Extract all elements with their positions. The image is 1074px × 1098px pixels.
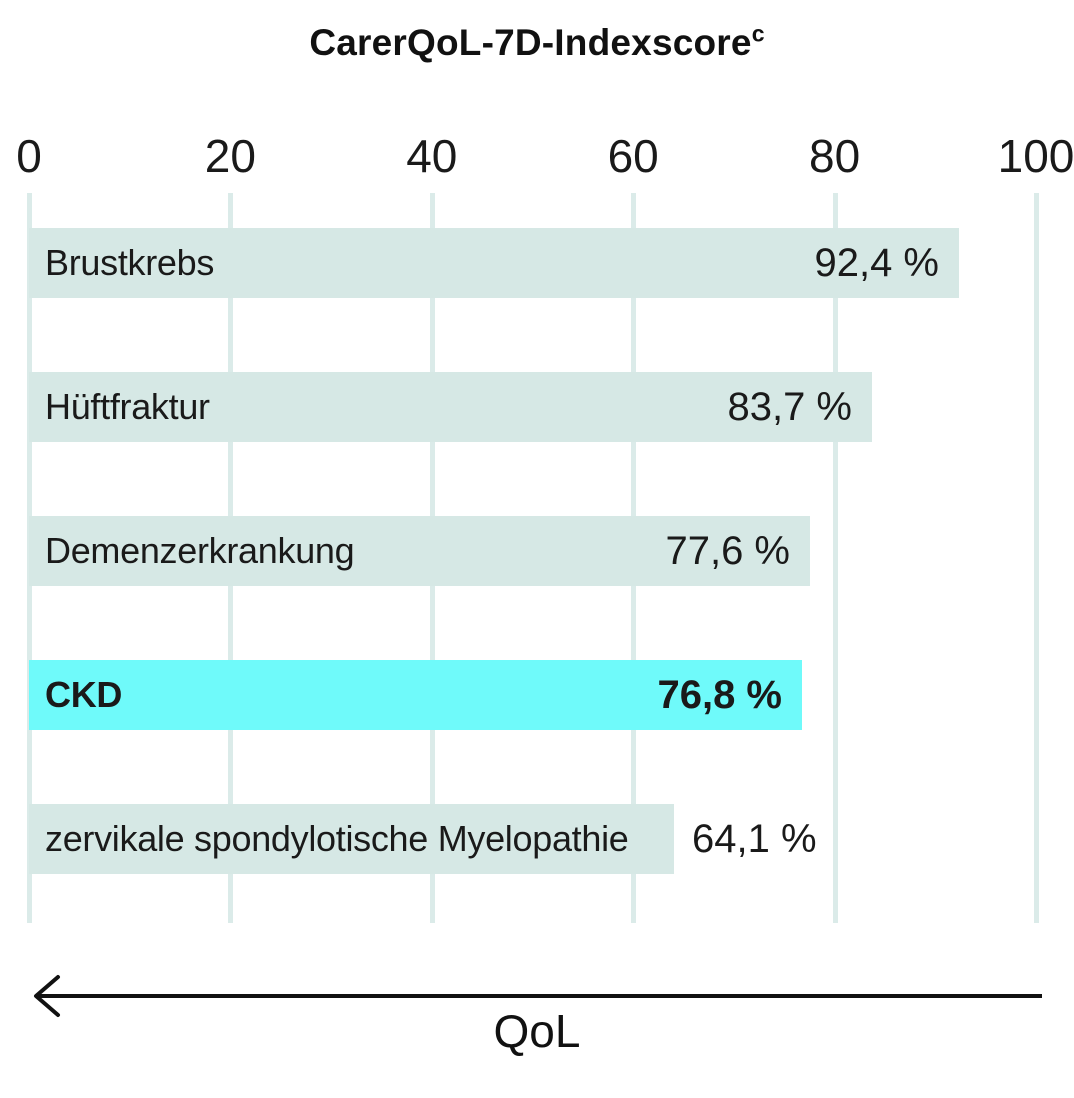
bar-label: Demenzerkrankung bbox=[45, 530, 355, 571]
bar-row: Demenzerkrankung 77,6 % bbox=[29, 516, 810, 586]
arrow-head-icon bbox=[34, 975, 60, 1017]
bar-row: zervikale spondylotische Myelopathie 64,1… bbox=[29, 804, 817, 874]
bar-value: 64,1 % bbox=[692, 817, 817, 861]
bar-label: Hüftfraktur bbox=[45, 386, 210, 427]
bar-row: Hüftfraktur 83,7 % bbox=[29, 372, 872, 442]
x-tick-label: 0 bbox=[16, 130, 42, 182]
chart-title-superscript: c bbox=[751, 20, 765, 47]
bar-row: CKD 76,8 % bbox=[29, 660, 802, 730]
bar-row: Brustkrebs 92,4 % bbox=[29, 228, 959, 298]
x-tick-label: 80 bbox=[809, 130, 861, 182]
bar-label: Brustkrebs bbox=[45, 242, 215, 283]
x-tick-label: 60 bbox=[607, 130, 659, 182]
bar-value: 92,4 % bbox=[814, 241, 939, 285]
bar-value: 83,7 % bbox=[727, 385, 852, 429]
qol-axis-arrow bbox=[34, 975, 1042, 1017]
qol-axis-label: QoL bbox=[493, 1005, 581, 1057]
x-tick-label: 20 bbox=[204, 130, 256, 182]
x-axis-ticks: 0 20 40 60 80 100 bbox=[0, 133, 1074, 189]
chart-title: CarerQoL-7D-Indexscorec bbox=[0, 22, 1074, 64]
gridline bbox=[1034, 193, 1039, 923]
gridline bbox=[832, 193, 838, 923]
bar-value: 77,6 % bbox=[665, 529, 790, 573]
bar-label: CKD bbox=[45, 674, 123, 715]
chart-title-text: CarerQoL-7D-Indexscore bbox=[309, 22, 752, 63]
bar-value: 76,8 % bbox=[657, 673, 782, 717]
x-tick-label: 40 bbox=[406, 130, 458, 182]
x-tick-label: 100 bbox=[997, 130, 1074, 182]
bar-label: zervikale spondylotische Myelopathie bbox=[45, 818, 629, 859]
plot-area: Brustkrebs 92,4 % Hüftfraktur 83,7 % Demenze… bbox=[0, 193, 1074, 923]
